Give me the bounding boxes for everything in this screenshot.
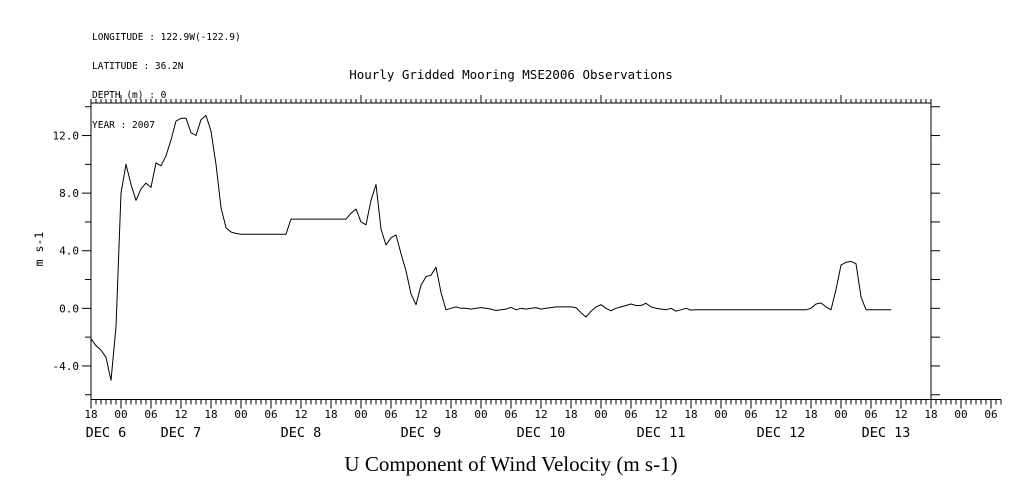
hour-tick-label: 00 xyxy=(594,408,607,421)
y-tick-label: 4.0 xyxy=(59,245,79,258)
hour-tick-label: 06 xyxy=(624,408,637,421)
hour-tick-label: 18 xyxy=(804,408,817,421)
metadata-block: LONGITUDE : 122.9W(-122.9) LATITUDE : 36… xyxy=(92,13,241,150)
hour-tick-label: 06 xyxy=(504,408,517,421)
x-axis-title: U Component of Wind Velocity (m s-1) xyxy=(344,452,678,476)
plot-frame xyxy=(90,102,932,400)
y-tick-label: 12.0 xyxy=(53,130,80,143)
date-label: DEC 11 xyxy=(637,425,686,441)
date-label: DEC 10 xyxy=(517,425,566,441)
hour-tick-label: 18 xyxy=(204,408,217,421)
x-axis-top xyxy=(90,95,932,103)
date-label: DEC 6 xyxy=(86,425,127,441)
hour-tick-label: 06 xyxy=(864,408,877,421)
metadata-year: YEAR : 2007 xyxy=(92,119,155,131)
date-label: DEC 8 xyxy=(281,425,322,441)
hour-tick-label: 06 xyxy=(144,408,157,421)
hour-tick-label: 06 xyxy=(744,408,757,421)
x-axis-bottom: 18 00 06 12 18 00 06 12 18 00 06 12 18 00 06 12 18 00 06 12… xyxy=(84,399,1002,441)
hour-tick-label: 18 xyxy=(564,408,577,421)
hour-tick-label: 18 xyxy=(324,408,337,421)
series-group xyxy=(90,114,892,381)
hour-tick-label: 12 xyxy=(774,408,787,421)
y-axis-right xyxy=(931,106,940,396)
hour-tick-label: 06 xyxy=(384,408,397,421)
hour-tick-label: 00 xyxy=(954,408,967,421)
hour-tick-label: 00 xyxy=(834,408,847,421)
hour-tick-label: 12 xyxy=(534,408,547,421)
date-label: DEC 9 xyxy=(401,425,442,441)
hour-tick-label: 12 xyxy=(174,408,187,421)
hour-tick-label: 00 xyxy=(474,408,487,421)
hour-tick-label: 00 xyxy=(114,408,127,421)
y-tick-label: 0.0 xyxy=(59,302,79,315)
plot-box xyxy=(90,102,932,400)
date-label: DEC 7 xyxy=(161,425,202,441)
y-tick-label: 8.0 xyxy=(59,187,79,200)
wind-velocity-curve xyxy=(90,114,892,381)
hour-tick-label: 12 xyxy=(414,408,427,421)
metadata-latitude: LATITUDE : 36.2N xyxy=(92,60,184,72)
y-axis-name: m s-1 xyxy=(32,232,46,267)
hour-tick-label: 00 xyxy=(234,408,247,421)
y-axis-left: -4.0 0.0 4.0 8.0 12.0 m s-1 xyxy=(32,106,91,396)
chart-title: Hourly Gridded Mooring MSE2006 Observati… xyxy=(349,67,673,82)
hour-tick-label: 00 xyxy=(714,408,727,421)
hour-tick-label: 06 xyxy=(984,408,997,421)
metadata-longitude: LONGITUDE : 122.9W(-122.9) xyxy=(92,31,241,43)
hour-tick-label: 00 xyxy=(354,408,367,421)
metadata-depth: DEPTH (m) : 0 xyxy=(92,90,167,102)
hour-tick-label: 12 xyxy=(294,408,307,421)
date-label: DEC 12 xyxy=(757,425,806,441)
hour-tick-label: 18 xyxy=(84,408,97,421)
hour-tick-label: 12 xyxy=(654,408,667,421)
hour-tick-label: 18 xyxy=(684,408,697,421)
hour-tick-label: 18 xyxy=(444,408,457,421)
hour-tick-label: 06 xyxy=(264,408,277,421)
y-tick-label: -4.0 xyxy=(53,360,80,373)
hour-tick-label: 18 xyxy=(924,408,937,421)
hour-tick-label: 12 xyxy=(894,408,907,421)
date-label: DEC 13 xyxy=(862,425,911,441)
